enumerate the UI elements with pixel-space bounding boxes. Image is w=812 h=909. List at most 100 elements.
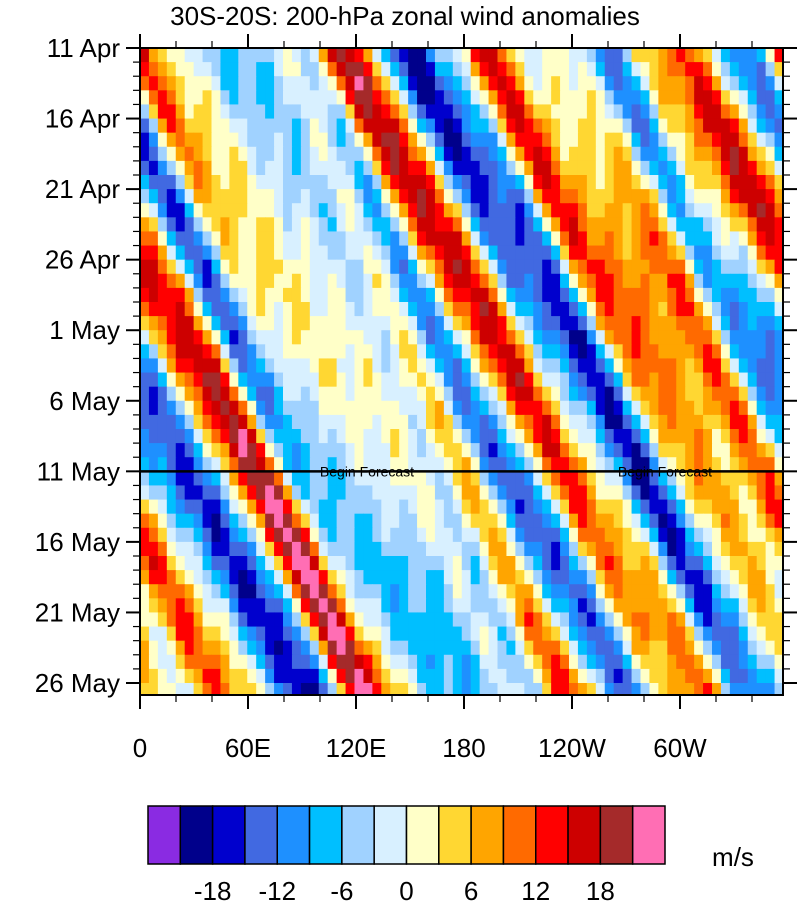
field-cell xyxy=(193,175,204,190)
field-cell xyxy=(202,146,212,162)
field-cell xyxy=(345,683,355,695)
field-cell xyxy=(658,259,668,275)
field-cell xyxy=(318,189,329,204)
field-cell xyxy=(694,287,704,303)
field-cell xyxy=(452,160,463,176)
field-cell xyxy=(157,471,168,486)
field-cell xyxy=(738,556,749,571)
field-cell xyxy=(506,626,516,642)
field-cell xyxy=(595,668,606,684)
field-cell xyxy=(443,259,454,275)
field-cell xyxy=(372,189,382,204)
field-cell xyxy=(720,245,731,261)
field-cell xyxy=(193,344,204,359)
field-cell xyxy=(363,316,373,331)
field-cell xyxy=(452,626,463,642)
field-cell xyxy=(604,485,615,501)
field-cell xyxy=(274,457,284,472)
field-cell xyxy=(712,654,722,670)
field-cell xyxy=(703,273,713,289)
field-cell xyxy=(595,175,606,190)
field-cell xyxy=(551,203,561,218)
field-cell xyxy=(747,584,758,599)
field-cell xyxy=(676,626,686,642)
field-cell xyxy=(774,316,783,331)
field-cell xyxy=(712,287,722,303)
field-cell xyxy=(283,372,293,388)
field-cell xyxy=(193,118,204,134)
field-cell xyxy=(533,414,543,430)
field-cell xyxy=(283,203,293,218)
field-cell xyxy=(613,386,624,402)
field-cell xyxy=(765,457,776,472)
field-cell xyxy=(354,104,364,120)
field-cell xyxy=(461,358,472,374)
field-cell xyxy=(381,245,391,261)
field-cell xyxy=(676,457,686,472)
field-cell xyxy=(265,556,275,571)
field-cell xyxy=(345,273,355,289)
field-cell xyxy=(586,668,597,684)
colorbar-label: -12 xyxy=(258,876,296,906)
field-cell xyxy=(479,259,490,275)
field-cell xyxy=(560,316,570,331)
field-cell xyxy=(488,203,498,218)
field-cell xyxy=(533,344,543,359)
field-cell xyxy=(712,513,722,529)
field-cell xyxy=(631,273,641,289)
field-cell xyxy=(175,259,186,275)
field-cell xyxy=(756,570,767,585)
field-cell xyxy=(551,76,561,91)
field-cell xyxy=(363,90,373,105)
field-cell xyxy=(220,640,230,656)
field-cell xyxy=(712,316,722,331)
field-cell xyxy=(363,556,373,571)
field-cell xyxy=(166,48,177,63)
field-cell xyxy=(506,443,516,458)
field-cell xyxy=(157,203,168,218)
field-cell xyxy=(586,344,597,359)
field-cell xyxy=(345,556,355,571)
field-cell xyxy=(720,541,731,557)
field-cell xyxy=(676,344,686,359)
field-cell xyxy=(274,203,284,218)
field-cell xyxy=(774,217,783,232)
field-cell xyxy=(560,146,570,162)
field-cell xyxy=(470,104,481,120)
field-cell xyxy=(202,245,212,261)
field-cell xyxy=(461,372,472,388)
field-cell xyxy=(524,626,534,642)
field-cell xyxy=(488,598,498,613)
field-cell xyxy=(327,104,338,120)
field-cell xyxy=(488,513,498,529)
field-cell xyxy=(533,287,543,303)
field-cell xyxy=(658,273,668,289)
field-cell xyxy=(345,654,355,670)
field-cell xyxy=(211,414,221,430)
field-cell xyxy=(193,683,204,695)
field-cell xyxy=(551,146,561,162)
field-cell xyxy=(238,245,248,261)
field-cell xyxy=(336,302,347,317)
field-cell xyxy=(434,654,445,670)
field-cell xyxy=(747,217,758,232)
field-cell xyxy=(622,203,633,218)
field-cell xyxy=(140,598,150,613)
field-cell xyxy=(256,302,266,317)
field-cell xyxy=(434,584,445,599)
field-cell xyxy=(712,429,722,444)
field-cell xyxy=(327,654,338,670)
field-cell xyxy=(157,330,168,345)
field-cell xyxy=(265,626,275,642)
field-cell xyxy=(613,287,624,303)
field-cell xyxy=(676,316,686,331)
field-cell xyxy=(479,287,490,303)
field-cell xyxy=(372,541,382,557)
field-cell xyxy=(247,471,257,486)
field-cell xyxy=(470,48,481,63)
field-cell xyxy=(631,358,641,374)
field-cell xyxy=(408,104,418,120)
field-cell xyxy=(479,626,490,642)
field-cell xyxy=(774,556,783,571)
